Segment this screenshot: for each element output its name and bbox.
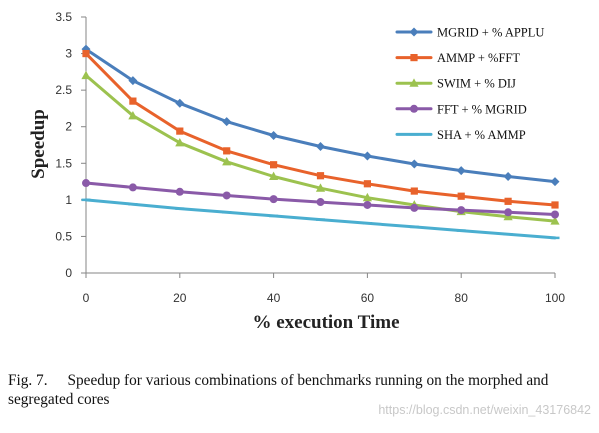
data-point — [363, 180, 371, 188]
legend-item: FFT + % MGRID — [395, 102, 527, 116]
x-tick-label: 60 — [361, 291, 375, 305]
y-tick-label: 1 — [65, 193, 72, 207]
legend-item: MGRID + % APPLU — [395, 26, 544, 40]
legend: MGRID + % APPLU AMMP + %FFT SWIM + % DIJ FF… — [395, 26, 544, 142]
data-point — [362, 151, 372, 161]
data-point — [269, 195, 278, 204]
data-point — [128, 76, 138, 86]
data-point — [269, 171, 279, 181]
data-point — [503, 171, 513, 181]
axes: 0 0.5 1 1.5 2 2.5 3 3.5 0 20 40 60 80 100 — [55, 10, 565, 305]
legend-item: AMMP + %FFT — [395, 51, 520, 65]
series-1 — [81, 44, 560, 187]
data-point — [222, 191, 231, 200]
data-point — [175, 98, 185, 108]
data-point — [409, 78, 419, 87]
data-point — [82, 179, 90, 188]
data-point — [128, 110, 138, 120]
x-tick-label: 80 — [455, 291, 469, 305]
legend-label: FFT + % MGRID — [437, 102, 527, 116]
x-axis-title: % execution Time — [252, 312, 399, 333]
x-tick-label: 100 — [545, 291, 565, 305]
data-point — [129, 97, 137, 105]
data-point — [315, 183, 326, 192]
y-tick-label: 1.5 — [55, 156, 72, 170]
data-point — [504, 197, 512, 205]
data-point — [175, 138, 185, 147]
data-point — [316, 172, 325, 180]
data-point — [222, 117, 232, 127]
data-point — [410, 54, 418, 62]
data-point — [504, 208, 513, 217]
data-point — [81, 70, 91, 80]
data-point — [223, 147, 231, 155]
y-tick-label: 0 — [65, 266, 72, 280]
data-point — [362, 192, 372, 202]
y-tick-label: 2.5 — [55, 83, 72, 97]
y-axis-title: Speedup — [28, 109, 49, 179]
data-point — [176, 127, 184, 135]
data-point — [410, 203, 419, 212]
y-tick-label: 3.5 — [55, 10, 72, 24]
x-tick-label: 20 — [173, 291, 187, 305]
data-point — [269, 130, 279, 140]
series-layer — [81, 44, 560, 240]
series-2 — [82, 49, 559, 209]
caption-label: Fig. 7. — [8, 372, 48, 389]
data-point — [457, 206, 466, 215]
data-point — [270, 161, 278, 169]
x-tick-label: 40 — [267, 291, 281, 305]
data-point — [175, 187, 184, 196]
watermark: https://blog.csdn.net/weixin_43176842 — [378, 403, 591, 417]
data-point — [128, 183, 137, 192]
data-point — [316, 198, 325, 207]
y-tick-label: 3 — [65, 47, 72, 61]
data-point — [316, 141, 325, 151]
data-point — [456, 166, 466, 176]
data-point — [409, 159, 419, 169]
legend-item: SWIM + % DIJ — [395, 77, 516, 91]
series-5 — [81, 198, 560, 240]
data-point — [551, 210, 559, 219]
data-point — [410, 104, 418, 113]
legend-label: AMMP + %FFT — [437, 51, 520, 65]
series-4 — [82, 179, 559, 219]
y-tick-label: 0.5 — [55, 229, 72, 243]
caption-text: Speedup for various combinations of benc… — [8, 372, 549, 408]
x-tick-label: 0 — [83, 291, 90, 305]
data-point — [550, 177, 560, 187]
legend-label: MGRID + % APPLU — [437, 26, 544, 40]
data-point — [457, 192, 465, 200]
legend-label: SHA + % AMMP — [437, 128, 526, 142]
figure-caption: Fig. 7. Speedup for various combinations … — [8, 371, 594, 409]
data-point — [550, 216, 560, 225]
y-tick-label: 2 — [65, 120, 72, 134]
legend-item: SHA + % AMMP — [395, 128, 526, 142]
data-point — [82, 49, 90, 58]
speedup-line-chart: 0 0.5 1 1.5 2 2.5 3 3.5 0 20 40 60 80 100 MGRID + % A… — [28, 10, 565, 333]
data-point — [363, 200, 372, 209]
data-point — [410, 187, 418, 195]
data-point — [409, 27, 419, 37]
data-point — [551, 201, 559, 209]
data-point — [222, 157, 232, 166]
legend-label: SWIM + % DIJ — [437, 77, 516, 91]
